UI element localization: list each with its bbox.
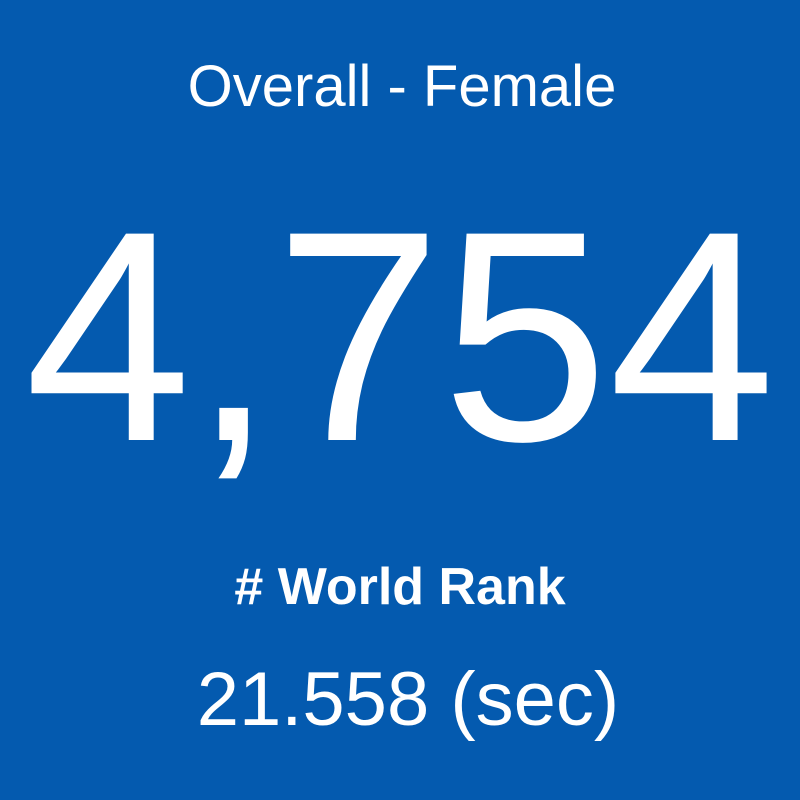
rank-value: 4,754 [25, 168, 776, 504]
tile-title: Overall - Female [188, 54, 617, 119]
rank-label: # World Rank [234, 558, 565, 616]
time-value: 21.558 (sec) [197, 657, 619, 742]
